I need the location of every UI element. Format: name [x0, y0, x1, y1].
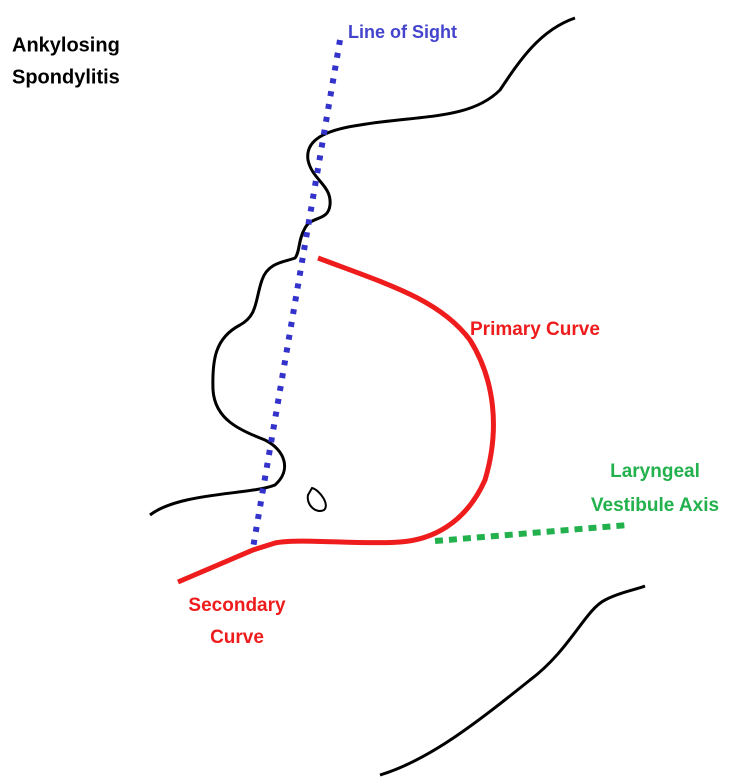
background: [0, 0, 751, 781]
line-of-sight-label: Line of Sight: [348, 22, 457, 42]
secondary-curve-label: Curve: [210, 627, 264, 648]
diagram: Ankylosing Spondylitis Line of Sight Pri…: [0, 0, 751, 781]
laryngeal-axis-label: Vestibule Axis: [591, 495, 719, 516]
title-line: Spondylitis: [12, 66, 120, 88]
title-line: Ankylosing: [12, 34, 120, 56]
page: Ankylosing Spondylitis Line of Sight Pri…: [0, 0, 751, 781]
primary-curve-label: Primary Curve: [470, 319, 600, 340]
secondary-curve-label: Secondary: [188, 595, 286, 616]
laryngeal-axis-label: Laryngeal: [610, 461, 700, 482]
